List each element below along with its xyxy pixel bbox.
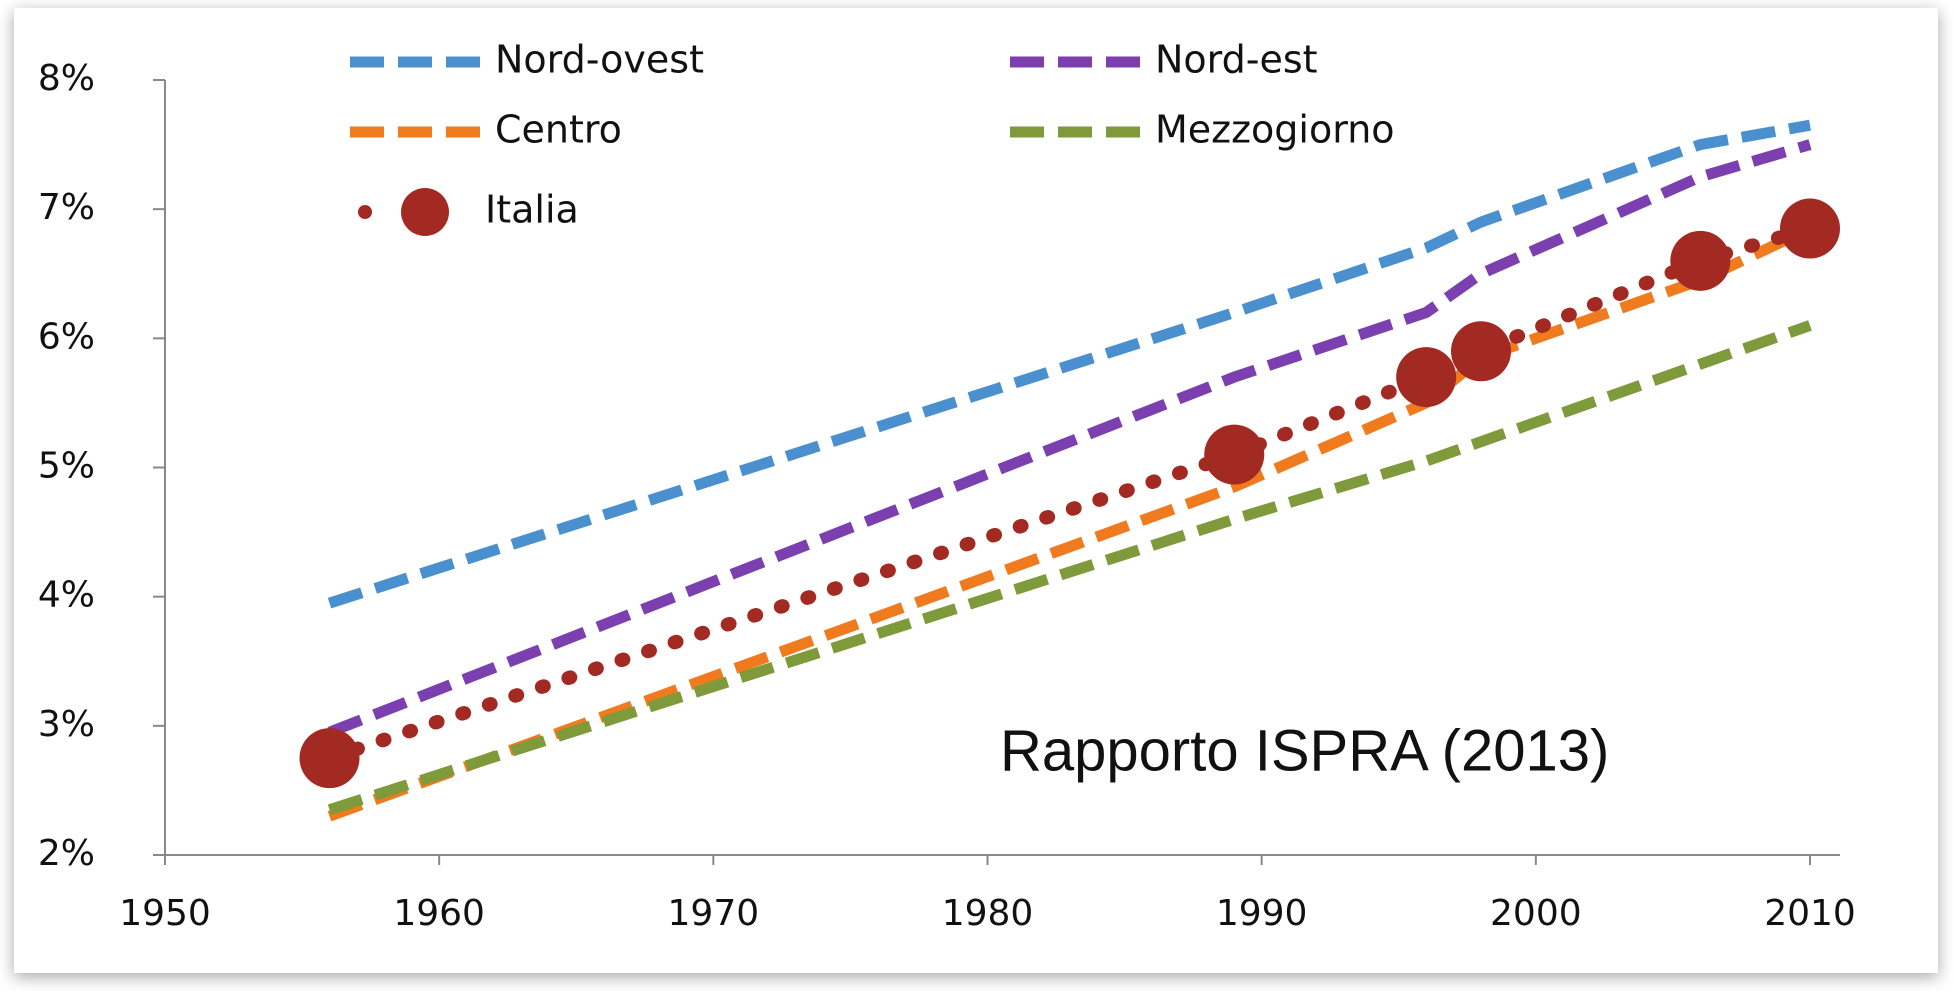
- x-tick-label: 2010: [1764, 893, 1856, 934]
- legend-label: Nord-ovest: [495, 38, 704, 82]
- marker: [1780, 198, 1840, 259]
- legend-label: Nord-est: [1155, 38, 1318, 82]
- y-tick-label: 3%: [38, 704, 95, 745]
- series-line: [327, 139, 1812, 738]
- x-tick-label: 1950: [119, 893, 211, 934]
- x-tick-label: 1990: [1216, 893, 1308, 934]
- series-line: [327, 119, 1811, 609]
- y-tick-label: 4%: [38, 575, 95, 616]
- y-tick-label: 5%: [38, 446, 95, 487]
- y-tick-label: 8%: [38, 58, 95, 99]
- y-tick-label: 6%: [38, 316, 95, 357]
- marker: [299, 728, 360, 789]
- legend-label: Italia: [485, 188, 579, 232]
- legend-marker: [358, 205, 372, 219]
- legend-label: Centro: [495, 108, 622, 152]
- marker: [1670, 230, 1731, 291]
- marker: [1204, 424, 1265, 485]
- legend-label: Mezzogiorno: [1155, 108, 1395, 152]
- series-line: [327, 320, 1812, 816]
- frame: [14, 8, 1938, 973]
- legend-marker: [401, 188, 449, 236]
- marker: [1451, 321, 1511, 382]
- x-tick-label: 1980: [942, 893, 1034, 934]
- annotation: Rapporto ISPRA (2013): [1000, 718, 1609, 783]
- y-tick-label: 7%: [38, 187, 95, 228]
- x-tick-label: 1970: [668, 893, 760, 934]
- x-tick-label: 2000: [1490, 893, 1582, 934]
- marker: [1396, 347, 1457, 408]
- y-tick-label: 2%: [38, 833, 95, 874]
- x-tick-label: 1960: [393, 893, 485, 934]
